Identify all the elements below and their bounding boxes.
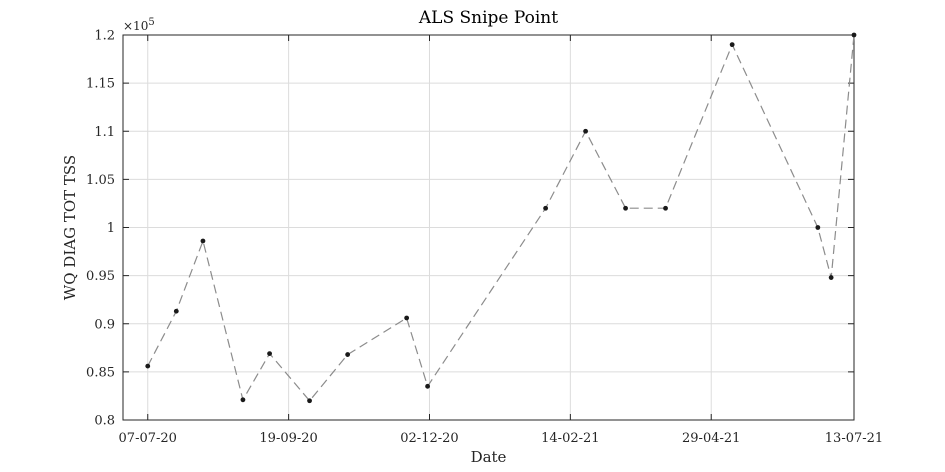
data-point	[543, 205, 549, 211]
x-axis-label: Date	[471, 448, 507, 466]
y-tick-label: 1.05	[86, 173, 115, 188]
x-tick-label: 29-04-21	[682, 431, 740, 446]
data-point	[828, 275, 834, 280]
x-tick-label: 07-07-20	[119, 431, 177, 446]
data-point	[851, 32, 857, 38]
data-point	[240, 397, 246, 403]
y-exponent-label: ×105	[123, 17, 155, 33]
data-point	[200, 238, 206, 244]
y-tick-label: 1.1	[94, 125, 115, 140]
x-tick-label: 14-02-21	[541, 431, 599, 446]
y-tick-label: 0.8	[94, 414, 115, 429]
ticks: 07-07-20 19-09-20 02-12-20 14-02-21 29-04-21…	[86, 29, 883, 447]
y-exponent-power: 5	[148, 17, 154, 28]
chart-title: ALS Snipe Point	[418, 8, 558, 28]
y-tick-label: 0.9	[94, 317, 115, 332]
x-tick-label: 13-07-21	[825, 431, 883, 446]
data-point	[623, 205, 628, 211]
series	[145, 32, 857, 404]
y-tick-label: 0.95	[86, 269, 115, 284]
x-tick-label: 19-09-20	[259, 431, 317, 446]
data-point	[267, 351, 272, 356]
y-axis-label: WQ DIAG TOT TSS	[61, 155, 79, 300]
y-tick-label: 1.2	[94, 29, 115, 44]
y-tick-label: 1.15	[86, 77, 115, 92]
data-point	[145, 363, 151, 369]
y-tick-label: 1	[107, 221, 115, 236]
y-tick-label: 0.85	[86, 365, 115, 380]
data-point	[425, 383, 430, 389]
data-point	[345, 352, 351, 357]
data-point	[815, 225, 821, 230]
data-point	[729, 42, 735, 48]
data-point	[404, 315, 410, 321]
y-exponent-base: ×10	[123, 19, 148, 33]
x-tick-label: 02-12-20	[400, 431, 458, 446]
data-point	[583, 128, 588, 134]
data-point	[663, 205, 668, 211]
data-point	[307, 398, 312, 404]
data-point	[173, 308, 179, 314]
